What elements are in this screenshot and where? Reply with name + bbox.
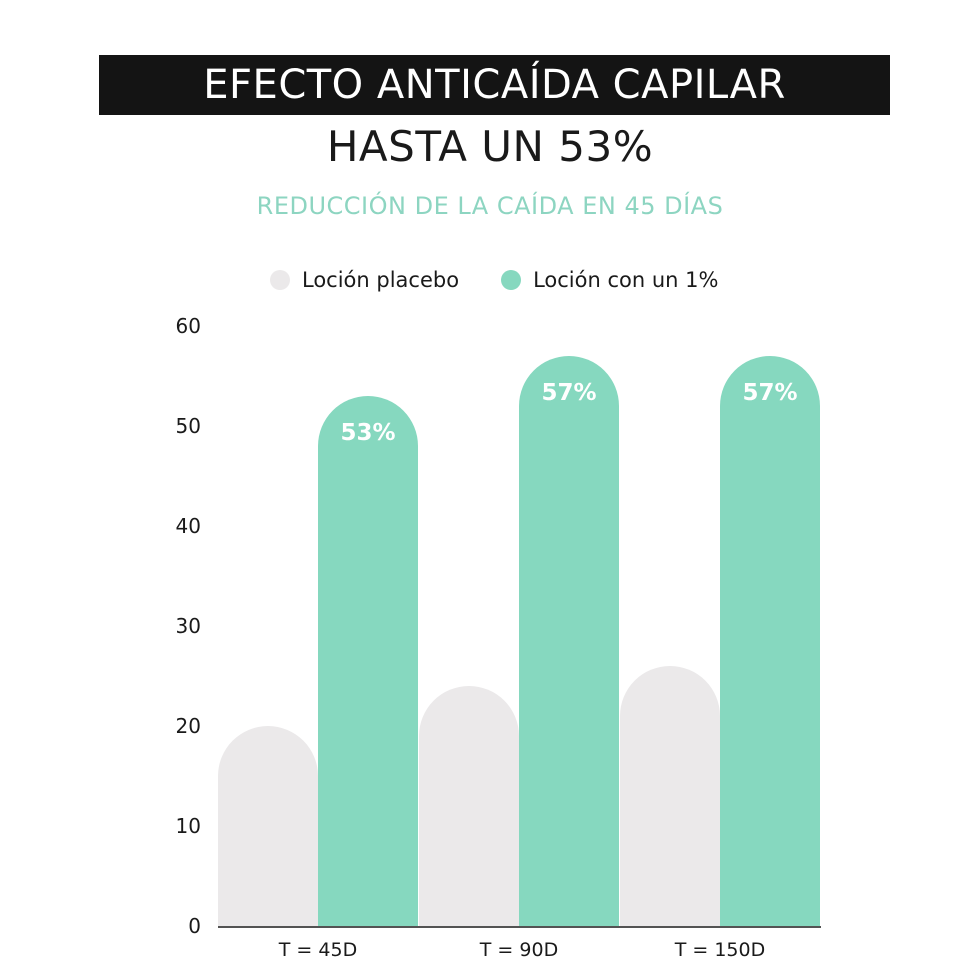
bar-treatment bbox=[720, 356, 820, 926]
y-tick-label: 30 bbox=[176, 614, 201, 638]
legend-label-treatment: Loción con un 1% bbox=[533, 268, 719, 292]
bar-treatment bbox=[519, 356, 619, 926]
y-tick-label: 50 bbox=[176, 414, 201, 438]
y-tick-label: 60 bbox=[176, 314, 201, 338]
legend-item-placebo: Loción placebo bbox=[270, 268, 459, 292]
legend-swatch-placebo bbox=[270, 270, 290, 290]
title-band: EFECTO ANTICAÍDA CAPILAR bbox=[99, 55, 890, 115]
legend: Loción placebo Loción con un 1% bbox=[270, 268, 760, 292]
bar-data-label: 53% bbox=[340, 420, 395, 446]
bar-treatment bbox=[318, 396, 418, 926]
bar-placebo bbox=[620, 666, 720, 926]
chart-headline: HASTA UN 53% bbox=[326, 122, 654, 171]
legend-swatch-treatment bbox=[501, 270, 522, 290]
y-tick-label: 40 bbox=[176, 514, 201, 538]
legend-label-placebo: Loción placebo bbox=[302, 268, 460, 292]
y-tick-label: 20 bbox=[176, 714, 201, 738]
bar-data-label: 57% bbox=[541, 380, 596, 406]
bar-placebo bbox=[218, 726, 318, 926]
y-tick-label: 10 bbox=[176, 814, 201, 838]
y-tick-label: 0 bbox=[188, 914, 201, 938]
chart-subtitle: REDUCCIÓN DE LA CAÍDA EN 45 DÍAS bbox=[256, 192, 724, 220]
x-category-label: T = 45D bbox=[278, 939, 357, 961]
chart-title: EFECTO ANTICAÍDA CAPILAR bbox=[203, 62, 786, 108]
x-category-label: T = 150D bbox=[674, 939, 766, 961]
bar-placebo bbox=[419, 686, 519, 926]
bar-data-label: 57% bbox=[742, 380, 797, 406]
legend-item-treatment: Loción con un 1% bbox=[501, 268, 718, 292]
x-category-label: T = 90D bbox=[479, 939, 558, 961]
